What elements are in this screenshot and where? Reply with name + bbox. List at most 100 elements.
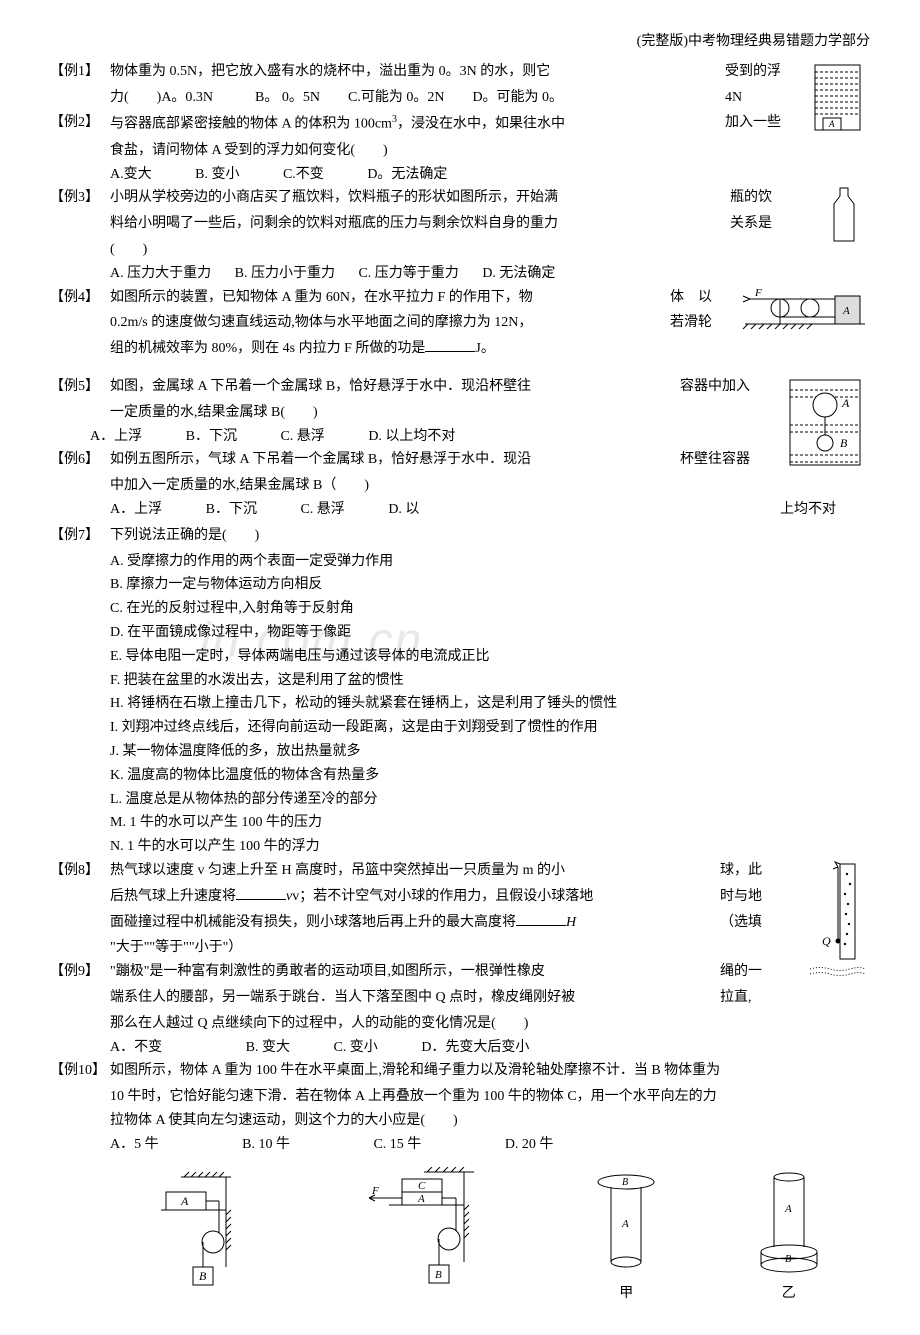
p5-opt-c: C. 悬浮: [280, 425, 324, 449]
figure-yi: A B 乙: [749, 1167, 829, 1306]
p3-options: A. 压力大于重力 B. 压力小于重力 C. 压力等于重力 D. 无法确定: [110, 262, 870, 286]
figure-10-mid: C A F B: [364, 1167, 504, 1297]
p5-opt-d: D. 以上均不对: [368, 425, 455, 449]
p10-text-b: 10 牛时，它恰好能匀速下滑．若在物体 A 上再叠放一个重为 100 牛的物体 …: [110, 1085, 870, 1109]
p8-text-a: 热气球以速度 v 匀速上升至 H 高度时，吊篮中突然掉出一只质量为 m 的小: [110, 863, 565, 878]
p6-text-c: 中加入一定质量的水,结果金属球 B（ ): [110, 474, 870, 498]
p7-text-a: 下列说法正确的是( ): [110, 528, 259, 543]
p3-text-e: ( ): [110, 238, 870, 262]
figure-10-left: A B: [151, 1167, 281, 1297]
p8-text-c2: v；若不计空气对小球的作用力，且假设小球落地: [292, 889, 593, 904]
p9-text-b: 绳的一: [720, 960, 790, 984]
p7-item-b: B. 摩擦力一定与物体运动方向相反: [110, 573, 870, 597]
p6-opt-d: D. 以: [388, 498, 419, 522]
p10-opt-d: D. 20 牛: [505, 1133, 554, 1157]
svg-text:F: F: [371, 1185, 379, 1197]
p9-options: A．不变 B. 变大 C. 变小 D．先变大后变小: [110, 1036, 870, 1060]
p6-opt-c: C. 悬浮: [300, 498, 344, 522]
p3-opt-a: A. 压力大于重力: [110, 262, 211, 286]
p3-text-d: 关系是: [730, 212, 810, 236]
p4-text-e: 组的机械效率为 80%，则在 4s 内拉力 F 所做的功是: [110, 341, 425, 356]
problem-1: 【例1】 物体重为 0.5N，把它放入盛有水的烧杯中，溢出重为 0。3N 的水，…: [50, 60, 795, 84]
figure-beaker: A: [805, 60, 870, 140]
p6-text-a: 如例五图所示，气球 A 下吊着一个金属球 B，恰好悬浮于水中．现沿: [110, 452, 531, 467]
p4-text-a: 如图所示的装置，已知物体 A 重为 60N，在水平拉力 F 的作用下，物: [110, 290, 533, 305]
p7-item-i: I. 刘翔冲过终点线后，还得向前运动一段距离，这是由于刘翔受到了惯性的作用: [110, 716, 870, 740]
p4-text-b: 体 以: [670, 286, 730, 310]
svg-text:B: B: [435, 1269, 442, 1281]
problem-10-label: 【例10】: [50, 1059, 110, 1083]
svg-text:B: B: [622, 1177, 628, 1188]
p1-text-c: 力( )A。0.3N B。 0。5N C.可能为 0。2N D。可能为 0。: [110, 90, 563, 105]
p8-text-b: 球，此: [720, 859, 790, 883]
p8-text-c: 后热气球上升速度将: [110, 889, 236, 904]
p5-opt-b: B．下沉: [186, 425, 237, 449]
p7-item-l: L. 温度总是从物体热的部分传递至冷的部分: [110, 788, 870, 812]
p10-opt-a: A．5 牛: [110, 1133, 159, 1157]
p2-opt-d: D。无法确定: [367, 163, 447, 187]
p5-opt-a: A．上浮: [90, 425, 142, 449]
p3-text-c: 料给小明喝了一些后，问剩余的饮料对瓶底的压力与剩余饮料自身的重力: [110, 216, 558, 231]
problem-2: 【例2】 与容器底部紧密接触的物体 A 的体积为 100cm3，浸没在水中，如果…: [50, 111, 795, 136]
svg-text:A: A: [828, 119, 835, 129]
svg-text:A: A: [180, 1194, 189, 1208]
p7-item-c: C. 在光的反射过程中,入射角等于反射角: [110, 597, 870, 621]
p3-opt-c: C. 压力等于重力: [358, 262, 458, 286]
p2-text-a2: ，浸没在水中，如果往水中: [397, 117, 565, 132]
problem-8: 【例8】 热气球以速度 v 匀速上升至 H 高度时，吊篮中突然掉出一只质量为 m…: [50, 859, 790, 883]
p10-text-c: 拉物体 A 使其向左匀速运动，则这个力的大小应是( ): [110, 1109, 870, 1133]
p7-item-n: N. 1 牛的水可以产生 100 牛的浮力: [110, 835, 870, 859]
problem-9-label: 【例9】: [50, 960, 110, 984]
p5-text-a: 如图，金属球 A 下吊着一个金属球 B，恰好悬浮于水中．现沿杯壁往: [110, 379, 531, 394]
problem-2-label: 【例2】: [50, 111, 110, 136]
p2-opt-a: A.变大: [110, 163, 152, 187]
p1-text-a: 物体重为 0.5N，把它放入盛有水的烧杯中，溢出重为 0。3N 的水，则它: [110, 64, 550, 79]
p2-text-a: 与容器底部紧密接触的物体 A 的体积为 100cm: [110, 117, 392, 132]
p9-text-d: 拉直,: [720, 986, 790, 1010]
p9-text-a: "蹦极"是一种富有刺激性的勇敢者的运动项目,如图所示，一根弹性橡皮: [110, 964, 545, 979]
p7-item-f: F. 把装在盆里的水泼出去，这是利用了盆的惯性: [110, 669, 870, 693]
problem-3: 【例3】 小明从学校旁边的小商店买了瓶饮料，饮料瓶子的形状如图所示，开始满 瓶的…: [50, 186, 810, 210]
figure-pulley-horizontal: A F: [740, 286, 870, 331]
problem-7-label: 【例7】: [50, 524, 110, 548]
p2-text-c: 食盐，请问物体 A 受到的浮力如何变化( ): [110, 139, 870, 163]
p5-text-b: 容器中加入: [680, 375, 770, 399]
p8-text-g: "大于""等于""小于"）: [110, 936, 870, 960]
figure-jia: B A 甲: [586, 1167, 666, 1306]
svg-text:A: A: [621, 1218, 629, 1230]
problem-5-label: 【例5】: [50, 375, 110, 399]
problem-5: 【例5】 如图，金属球 A 下吊着一个金属球 B，恰好悬浮于水中．现沿杯壁往 容…: [50, 375, 770, 399]
p3-text-a: 小明从学校旁边的小商店买了瓶饮料，饮料瓶子的形状如图所示，开始满: [110, 190, 558, 205]
svg-text:F: F: [754, 287, 762, 299]
p7-item-h: H. 将锤柄在石墩上撞击几下，松动的锤头就紧套在锤柄上，这是利用了锤头的惯性: [110, 692, 870, 716]
problem-4-label: 【例4】: [50, 286, 110, 310]
p8-text-f: （选填: [720, 911, 790, 935]
figure-bungee: Q: [800, 859, 870, 989]
p10-text-a: 如图所示，物体 A 重为 100 牛在水平桌面上,滑轮和绳子重力以及滑轮轴处摩擦…: [110, 1063, 720, 1078]
p9-opt-d: D．先变大后变小: [421, 1036, 529, 1060]
p2-text-b: 加入一些: [725, 111, 795, 136]
svg-text:A: A: [842, 305, 850, 317]
problem-6: 【例6】 如例五图所示，气球 A 下吊着一个金属球 B，恰好悬浮于水中．现沿 杯…: [50, 448, 770, 472]
svg-text:A: A: [417, 1193, 425, 1205]
p6-opt-a: A．上浮: [110, 498, 162, 522]
p5-text-c: 一定质量的水,结果金属球 B( ): [110, 401, 870, 425]
p7-item-d: D. 在平面镜成像过程中，物距等于像距: [110, 621, 870, 645]
p9-opt-a: A．不变: [110, 1036, 162, 1060]
problem-10: 【例10】 如图所示，物体 A 重为 100 牛在水平桌面上,滑轮和绳子重力以及…: [50, 1059, 870, 1083]
p10-opt-b: B. 10 牛: [242, 1133, 290, 1157]
page-header: (完整版)中考物理经典易错题力学部分: [50, 30, 870, 54]
p4-text-c: 0.2m/s 的速度做匀速直线运动,物体与水平地面之间的摩擦力为 12N，: [110, 315, 532, 330]
problem-4: 【例4】 如图所示的装置，已知物体 A 重为 60N，在水平拉力 F 的作用下，…: [50, 286, 730, 310]
p10-options: A．5 牛 B. 10 牛 C. 15 牛 D. 20 牛: [110, 1133, 870, 1157]
p6-opt-b: B．下沉: [206, 498, 257, 522]
problem-1-label: 【例1】: [50, 60, 110, 84]
problem-3-label: 【例3】: [50, 186, 110, 210]
p9-text-c: 端系住人的腰部，另一端系于跳台．当人下落至图中 Q 点时，橡皮绳刚好被: [110, 990, 575, 1005]
problem-8-label: 【例8】: [50, 859, 110, 883]
svg-text:B: B: [785, 1254, 791, 1265]
p8-text-e: 面碰撞过程中机械能没有损失，则小球落地后再上升的最大高度将: [110, 915, 516, 930]
p5-options: A．上浮 B．下沉 C. 悬浮 D. 以上均不对: [90, 425, 870, 449]
p7-item-j: J. 某一物体温度降低的多，放出热量就多: [110, 740, 870, 764]
problem-7: 【例7】 下列说法正确的是( ): [50, 524, 870, 548]
